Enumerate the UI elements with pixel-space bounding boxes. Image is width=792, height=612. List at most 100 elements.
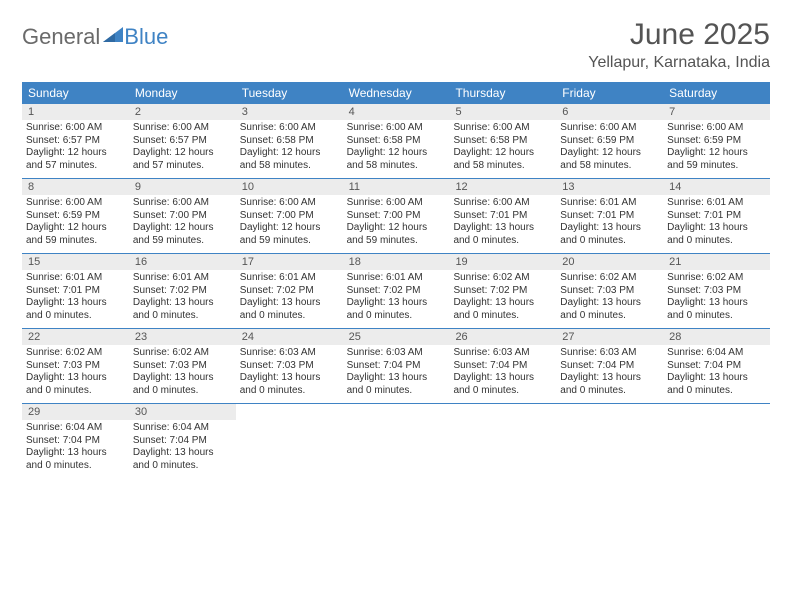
- sunset-line: Sunset: 7:00 PM: [240, 210, 339, 223]
- day-number: 14: [663, 179, 770, 195]
- daylight-line-1: Daylight: 12 hours: [240, 147, 339, 160]
- sunrise-line: Sunrise: 6:00 AM: [347, 197, 446, 210]
- dow-header-row: Sunday Monday Tuesday Wednesday Thursday…: [22, 82, 770, 104]
- sunset-line: Sunset: 7:03 PM: [667, 285, 766, 298]
- daylight-line-1: Daylight: 13 hours: [560, 372, 659, 385]
- daylight-line-2: and 0 minutes.: [453, 310, 552, 323]
- daylight-line-1: Daylight: 13 hours: [347, 297, 446, 310]
- day-number: 16: [129, 254, 236, 270]
- daylight-line-1: Daylight: 12 hours: [453, 147, 552, 160]
- daylight-line-1: Daylight: 13 hours: [453, 372, 552, 385]
- sunset-line: Sunset: 6:58 PM: [347, 135, 446, 148]
- daylight-line-1: Daylight: 13 hours: [133, 297, 232, 310]
- sunrise-line: Sunrise: 6:00 AM: [453, 122, 552, 135]
- calendar-cell: 29Sunrise: 6:04 AMSunset: 7:04 PMDayligh…: [22, 404, 129, 478]
- day-number: 28: [663, 329, 770, 345]
- calendar-week: 29Sunrise: 6:04 AMSunset: 7:04 PMDayligh…: [22, 404, 770, 478]
- sunset-line: Sunset: 6:58 PM: [453, 135, 552, 148]
- brand-part1: General: [22, 24, 100, 50]
- page-title: June 2025: [588, 18, 770, 52]
- daylight-line-1: Daylight: 13 hours: [26, 447, 125, 460]
- daylight-line-2: and 59 minutes.: [240, 235, 339, 248]
- sunset-line: Sunset: 7:04 PM: [560, 360, 659, 373]
- dow-friday: Friday: [556, 82, 663, 104]
- sunset-line: Sunset: 7:03 PM: [26, 360, 125, 373]
- calendar-cell: 3Sunrise: 6:00 AMSunset: 6:58 PMDaylight…: [236, 104, 343, 178]
- daylight-line-2: and 0 minutes.: [26, 460, 125, 473]
- daylight-line-2: and 58 minutes.: [453, 160, 552, 173]
- daylight-line-1: Daylight: 13 hours: [26, 297, 125, 310]
- dow-tuesday: Tuesday: [236, 82, 343, 104]
- daylight-line-2: and 0 minutes.: [26, 310, 125, 323]
- calendar-cell: 9Sunrise: 6:00 AMSunset: 7:00 PMDaylight…: [129, 179, 236, 253]
- day-number: 25: [343, 329, 450, 345]
- calendar-cell: 22Sunrise: 6:02 AMSunset: 7:03 PMDayligh…: [22, 329, 129, 403]
- calendar-cell: 6Sunrise: 6:00 AMSunset: 6:59 PMDaylight…: [556, 104, 663, 178]
- sunrise-line: Sunrise: 6:03 AM: [347, 347, 446, 360]
- brand-triangle-icon: [103, 27, 123, 48]
- sunset-line: Sunset: 7:02 PM: [453, 285, 552, 298]
- calendar-cell: 26Sunrise: 6:03 AMSunset: 7:04 PMDayligh…: [449, 329, 556, 403]
- daylight-line-2: and 0 minutes.: [133, 385, 232, 398]
- sunrise-line: Sunrise: 6:01 AM: [133, 272, 232, 285]
- daylight-line-1: Daylight: 12 hours: [240, 222, 339, 235]
- dow-sunday: Sunday: [22, 82, 129, 104]
- sunrise-line: Sunrise: 6:00 AM: [133, 122, 232, 135]
- calendar-cell: 4Sunrise: 6:00 AMSunset: 6:58 PMDaylight…: [343, 104, 450, 178]
- calendar-cell: 27Sunrise: 6:03 AMSunset: 7:04 PMDayligh…: [556, 329, 663, 403]
- sunset-line: Sunset: 7:02 PM: [133, 285, 232, 298]
- calendar-cell: 18Sunrise: 6:01 AMSunset: 7:02 PMDayligh…: [343, 254, 450, 328]
- daylight-line-1: Daylight: 13 hours: [667, 372, 766, 385]
- sunset-line: Sunset: 7:01 PM: [667, 210, 766, 223]
- sunset-line: Sunset: 6:59 PM: [26, 210, 125, 223]
- sunrise-line: Sunrise: 6:02 AM: [453, 272, 552, 285]
- daylight-line-2: and 58 minutes.: [240, 160, 339, 173]
- daylight-line-1: Daylight: 13 hours: [347, 372, 446, 385]
- daylight-line-2: and 0 minutes.: [240, 385, 339, 398]
- day-number: 15: [22, 254, 129, 270]
- day-number: 12: [449, 179, 556, 195]
- dow-wednesday: Wednesday: [343, 82, 450, 104]
- brand-part2: Blue: [124, 24, 168, 49]
- sunset-line: Sunset: 6:59 PM: [560, 135, 659, 148]
- daylight-line-2: and 0 minutes.: [560, 310, 659, 323]
- day-number: 5: [449, 104, 556, 120]
- calendar-week: 22Sunrise: 6:02 AMSunset: 7:03 PMDayligh…: [22, 329, 770, 404]
- sunrise-line: Sunrise: 6:00 AM: [667, 122, 766, 135]
- sunrise-line: Sunrise: 6:04 AM: [133, 422, 232, 435]
- day-number: 30: [129, 404, 236, 420]
- sunset-line: Sunset: 7:01 PM: [560, 210, 659, 223]
- sunset-line: Sunset: 6:57 PM: [26, 135, 125, 148]
- calendar-cell: 25Sunrise: 6:03 AMSunset: 7:04 PMDayligh…: [343, 329, 450, 403]
- day-number: 7: [663, 104, 770, 120]
- calendar-cell: 7Sunrise: 6:00 AMSunset: 6:59 PMDaylight…: [663, 104, 770, 178]
- daylight-line-2: and 0 minutes.: [26, 385, 125, 398]
- daylight-line-2: and 0 minutes.: [667, 310, 766, 323]
- calendar-cell: .: [663, 404, 770, 478]
- sunrise-line: Sunrise: 6:03 AM: [240, 347, 339, 360]
- day-number: 8: [22, 179, 129, 195]
- daylight-line-2: and 0 minutes.: [453, 385, 552, 398]
- daylight-line-1: Daylight: 13 hours: [667, 297, 766, 310]
- dow-thursday: Thursday: [449, 82, 556, 104]
- sunrise-line: Sunrise: 6:01 AM: [240, 272, 339, 285]
- calendar-cell: 11Sunrise: 6:00 AMSunset: 7:00 PMDayligh…: [343, 179, 450, 253]
- sunset-line: Sunset: 7:04 PM: [133, 435, 232, 448]
- sunrise-line: Sunrise: 6:00 AM: [240, 197, 339, 210]
- calendar-cell: 14Sunrise: 6:01 AMSunset: 7:01 PMDayligh…: [663, 179, 770, 253]
- daylight-line-2: and 57 minutes.: [26, 160, 125, 173]
- day-number: 18: [343, 254, 450, 270]
- calendar-cell: 2Sunrise: 6:00 AMSunset: 6:57 PMDaylight…: [129, 104, 236, 178]
- sunset-line: Sunset: 7:02 PM: [240, 285, 339, 298]
- sunset-line: Sunset: 7:04 PM: [667, 360, 766, 373]
- calendar-cell: 19Sunrise: 6:02 AMSunset: 7:02 PMDayligh…: [449, 254, 556, 328]
- day-number: 21: [663, 254, 770, 270]
- calendar-week: 8 Sunrise: 6:00 AM Sunset: 6:59 PM Daylight…: [22, 179, 770, 254]
- calendar-cell: 30Sunrise: 6:04 AMSunset: 7:04 PMDayligh…: [129, 404, 236, 478]
- sunset-line: Sunset: 7:03 PM: [240, 360, 339, 373]
- sunrise-line: Sunrise: 6:03 AM: [453, 347, 552, 360]
- sunrise-line: Sunrise: 6:02 AM: [26, 347, 125, 360]
- daylight-line-1: Daylight: 13 hours: [26, 372, 125, 385]
- daylight-line-1: Daylight: 13 hours: [453, 222, 552, 235]
- daylight-line-2: and 0 minutes.: [667, 385, 766, 398]
